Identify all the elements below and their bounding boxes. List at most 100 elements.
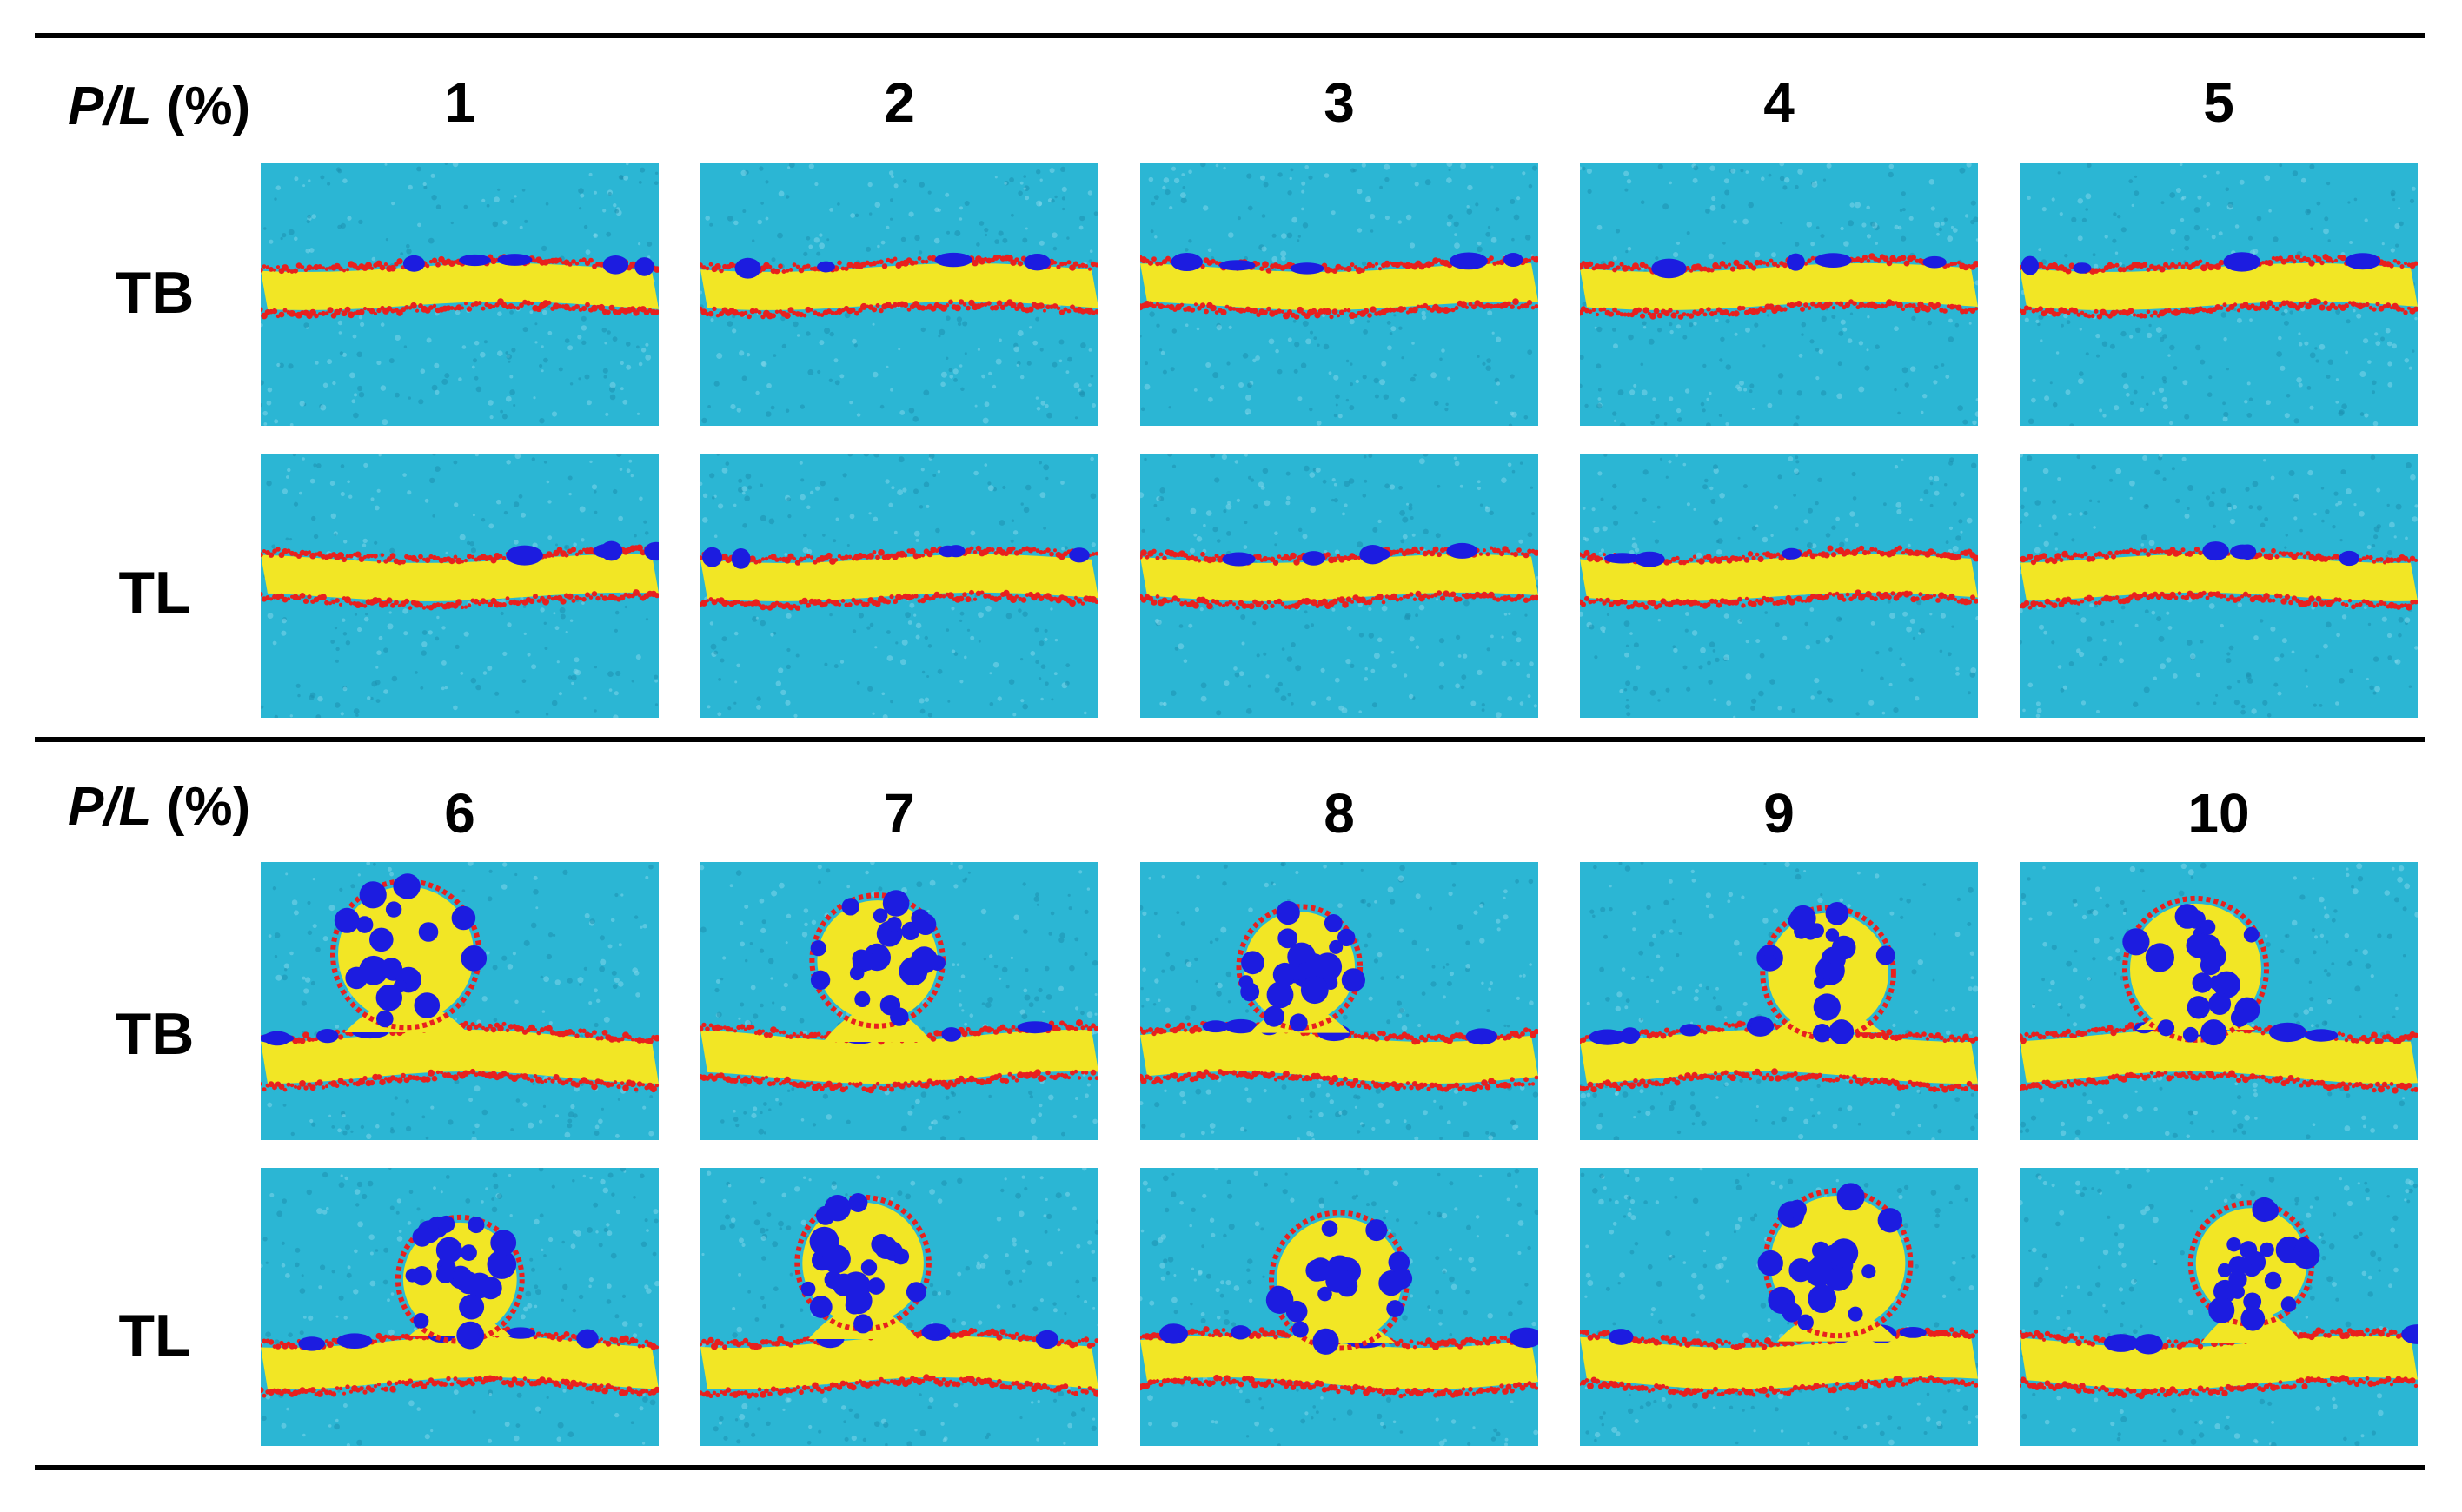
column-number: 3 [1324,71,1355,134]
panel-tb-2 [700,163,1098,426]
panel-tl-10 [2020,1168,2418,1446]
pl-label-top: P/L (%) [68,80,250,134]
panel-tl-9 [1580,1168,1978,1446]
membrane-snapshot [2020,163,2418,426]
pl-variable: P/L [68,76,152,136]
peptide-clusters [1651,253,1947,279]
column-number: 4 [1763,71,1795,134]
membrane-snapshot [1580,163,1978,426]
membrane-snapshot [1140,163,1538,426]
bottom-rule [35,1465,2425,1470]
vesicle-bud [794,1193,932,1340]
membrane-snapshot [700,1168,1098,1446]
lipid-tails [700,1030,1098,1084]
panel-tb-4 [1580,163,1978,426]
vesicle-bud [395,1214,525,1350]
panel-tb-6 [261,862,659,1140]
vesicle-bud [2187,1197,2320,1343]
row-label-tl: TL [118,1303,191,1369]
lipid-tails [700,1336,1098,1389]
lipid-tails [261,554,659,601]
column-number: 8 [1324,782,1355,845]
peptide-clusters [1604,547,1802,567]
lipid-tails [700,554,1098,601]
panel-tl-4 [1580,454,1978,718]
membrane-snapshot [1140,1168,1538,1446]
peptide-clusters [506,540,659,566]
lipid-headgroups [700,1326,1098,1399]
panel-tb-1 [261,163,659,426]
peptide-clusters [1171,252,1523,275]
water-speckle [700,454,1098,718]
vesicle-bud [809,890,946,1042]
lipid-tails [261,262,659,310]
membrane-snapshot [1580,862,1978,1140]
column-number: 1 [444,71,475,134]
lipid-tails [2020,1030,2418,1084]
panel-tl-3 [1140,454,1538,718]
pl-label-bottom: P/L (%) [68,780,250,834]
peptide-clusters [734,252,1051,279]
column-number: 2 [884,71,915,134]
membrane-snapshot [1580,454,1978,718]
panel-tb-9 [1580,862,1978,1140]
lipid-tails [2020,554,2418,601]
lipid-tails [261,1030,659,1084]
vesicle-bud [2122,895,2269,1046]
pl-variable: P/L [68,777,152,837]
membrane-snapshot [261,862,659,1140]
column-number: 5 [2203,71,2234,134]
peptide-clusters [2021,252,2381,275]
row-label-tb: TB [115,1001,195,1067]
lipid-tails [1140,1336,1538,1389]
lipid-tails [261,1336,659,1389]
peptide-clusters [402,254,654,276]
membrane-snapshot [261,1168,659,1446]
row-label-tb: TB [115,260,195,326]
column-number: 10 [2187,782,2250,845]
peptide-clusters [702,545,1090,569]
peptide-clusters [2103,1324,2418,1355]
vesicle-bud [330,873,488,1032]
panel-tl-7 [700,1168,1098,1446]
vesicle-bud [1265,1210,1413,1355]
lipid-tails [700,262,1098,310]
membrane-snapshot [700,454,1098,718]
peptide-clusters [2202,541,2359,567]
lipid-headgroups [2020,254,2418,320]
lipid-tails [1140,1030,1538,1084]
panel-tl-1 [261,454,659,718]
panel-tb-10 [2020,862,2418,1140]
peptide-clusters [1589,1016,1775,1045]
middle-rule [35,737,2425,742]
pl-unit: (%) [151,777,251,837]
membrane-snapshot [2020,862,2418,1140]
panel-tl-6 [261,1168,659,1446]
row-label-tl: TL [118,560,191,626]
panel-tl-5 [2020,454,2418,718]
column-number: 9 [1763,782,1795,845]
pl-unit: (%) [151,76,251,136]
vesicle-bud [1757,1183,1914,1342]
lipid-tails [2020,262,2418,310]
panel-tl-2 [700,454,1098,718]
membrane-snapshot [2020,1168,2418,1446]
membrane-snapshot [261,454,659,718]
lipid-tails [1580,554,1978,601]
column-number: 7 [884,782,915,845]
lipid-tails [1580,1030,1978,1084]
column-number: 6 [444,782,475,845]
membrane-snapshot [700,862,1098,1140]
vesicle-bud [1236,900,1365,1033]
membrane-snapshot [1580,1168,1978,1446]
lipid-headgroups [261,254,659,320]
membrane-snapshot [1140,862,1538,1140]
panel-tl-8 [1140,1168,1538,1446]
membrane-snapshot [261,163,659,426]
panel-tb-3 [1140,163,1538,426]
lipid-tails [1140,262,1538,310]
panel-tb-8 [1140,862,1538,1140]
vesicle-bud [1756,902,1896,1044]
lipid-headgroups [700,545,1098,611]
peptide-clusters [1222,542,1478,567]
